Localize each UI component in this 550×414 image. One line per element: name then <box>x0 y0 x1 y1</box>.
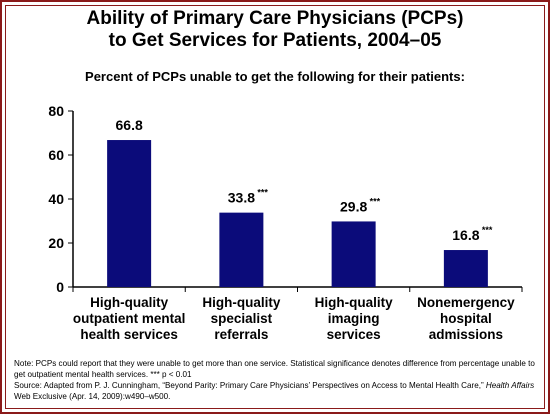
category-label: Nonemergency <box>417 295 515 310</box>
data-label: 16.8 <box>452 227 479 243</box>
data-label: 33.8 <box>228 190 255 206</box>
bar <box>331 221 376 287</box>
y-tick-label: 0 <box>56 279 64 295</box>
chart-title: Ability of Primary Care Physicians (PCPs… <box>0 8 550 52</box>
category-label: outpatient mental <box>73 311 186 326</box>
category-label: health services <box>80 327 178 342</box>
slide-frame-inner-border <box>5 5 545 409</box>
category-label: High-quality <box>202 295 280 310</box>
chart-subtitle: Percent of PCPs unable to get the follow… <box>85 69 465 84</box>
data-label: 29.8 <box>340 198 367 214</box>
bar <box>107 140 152 287</box>
category-label: admissions <box>429 327 503 342</box>
footnote-note: Note: PCPs could report that they were u… <box>14 359 535 379</box>
y-tick-label: 80 <box>48 103 64 119</box>
footnote-source-journal: Health Affairs <box>485 381 535 390</box>
bar <box>219 212 264 287</box>
data-label: 66.8 <box>116 117 143 133</box>
bar <box>443 250 488 287</box>
footnote-source-suffix: Web Exclusive (Apr. 14, 2009):w490–w500. <box>14 392 171 401</box>
significance-marker: *** <box>257 188 268 198</box>
chart-title-line-1: Ability of Primary Care Physicians (PCPs… <box>86 8 464 29</box>
category-label: High-quality <box>315 295 393 310</box>
category-label: hospital <box>440 311 492 326</box>
category-label: services <box>327 327 381 342</box>
footnote-source-prefix: Source: Adapted from P. J. Cunningham, “… <box>14 381 484 390</box>
y-tick-label: 40 <box>48 191 64 207</box>
footnote: Note: PCPs could report that they were u… <box>14 358 539 402</box>
y-tick-label: 60 <box>48 147 64 163</box>
category-label: imaging <box>328 311 380 326</box>
footnote-source: Source: Adapted from P. J. Cunningham, “… <box>14 380 539 402</box>
chart-title-line-2: to Get Services for Patients, 2004–05 <box>108 30 442 51</box>
significance-marker: *** <box>482 225 493 235</box>
y-tick-label: 20 <box>48 235 64 251</box>
category-label: specialist <box>211 311 273 326</box>
significance-marker: *** <box>370 196 381 206</box>
category-label: High-quality <box>90 295 168 310</box>
category-label: referrals <box>214 327 268 342</box>
